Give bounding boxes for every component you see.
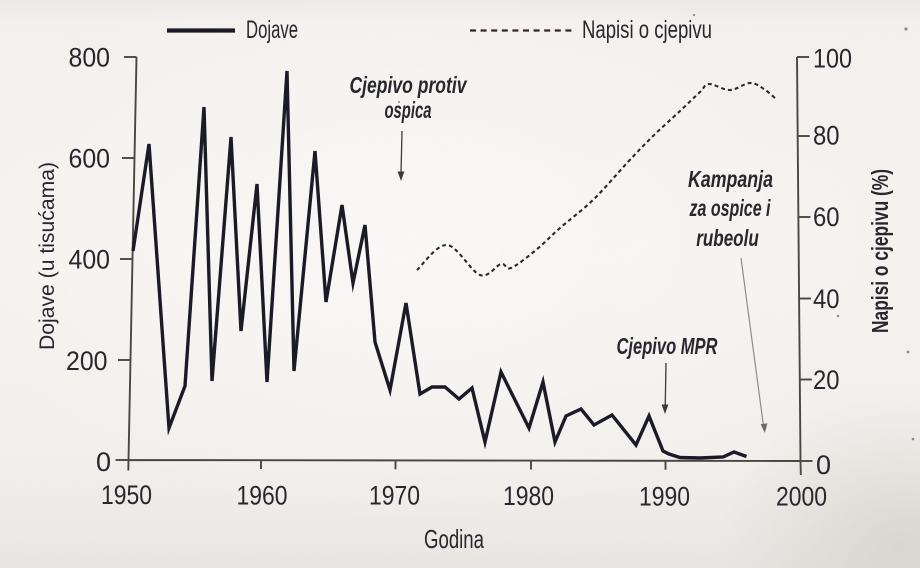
- svg-text:200: 200: [66, 346, 108, 376]
- svg-text:400: 400: [69, 245, 111, 275]
- svg-text:1980: 1980: [503, 481, 554, 511]
- svg-text:600: 600: [69, 144, 111, 174]
- svg-text:1960: 1960: [237, 480, 288, 510]
- svg-text:40: 40: [813, 284, 840, 314]
- svg-text:Godina: Godina: [424, 524, 484, 554]
- svg-text:0: 0: [96, 447, 111, 477]
- svg-text:Cjepivo protiv: Cjepivo protiv: [350, 72, 468, 98]
- svg-text:60: 60: [813, 202, 840, 232]
- svg-text:Napisi o cjepivu: Napisi o cjepivu: [582, 16, 712, 44]
- svg-text:Dojave (u tisućama): Dojave (u tisućama): [36, 162, 59, 350]
- svg-text:ospica: ospica: [385, 97, 432, 123]
- svg-text:2000: 2000: [776, 482, 827, 512]
- svg-text:1970: 1970: [369, 481, 420, 511]
- svg-text:80: 80: [813, 121, 840, 151]
- svg-text:Cjepivo MPR: Cjepivo MPR: [617, 333, 718, 359]
- svg-text:Kampanja: Kampanja: [688, 166, 773, 192]
- svg-text:100: 100: [813, 44, 852, 74]
- svg-text:rubeolu: rubeolu: [696, 225, 759, 251]
- svg-text:Napisi o cjepivu (%): Napisi o cjepivu (%): [867, 169, 893, 333]
- svg-text:800: 800: [69, 43, 111, 73]
- svg-text:Dojave: Dojave: [246, 16, 298, 44]
- svg-text:za ospice i: za ospice i: [689, 195, 771, 221]
- svg-text:0: 0: [816, 450, 831, 480]
- svg-text:1990: 1990: [639, 481, 690, 511]
- svg-text:1950: 1950: [101, 480, 152, 510]
- svg-text:20: 20: [813, 365, 840, 395]
